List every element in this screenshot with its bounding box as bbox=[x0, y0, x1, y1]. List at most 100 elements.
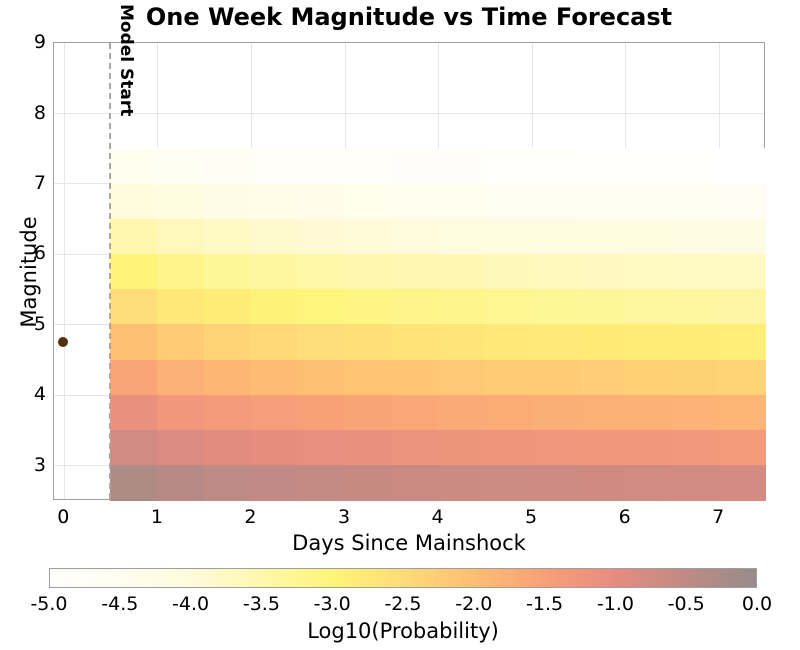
heatmap-cell bbox=[390, 359, 439, 395]
y-tick-label: 9 bbox=[33, 31, 46, 53]
heatmap-cell bbox=[577, 253, 626, 290]
colorbar-tick-label: -5.0 bbox=[30, 593, 68, 615]
heatmap-cell bbox=[297, 253, 345, 290]
colorbar-label: Log10(Probability) bbox=[307, 619, 499, 643]
heatmap-cell bbox=[250, 253, 298, 290]
heatmap-cell bbox=[577, 464, 626, 501]
heatmap-cell bbox=[718, 147, 766, 184]
heatmap-cell bbox=[671, 182, 719, 219]
colorbar-tick-label: -1.5 bbox=[526, 593, 564, 615]
colorbar-tick-label: -1.0 bbox=[596, 593, 634, 615]
heatmap-cell bbox=[110, 182, 158, 219]
heatmap-cell bbox=[531, 464, 579, 501]
heatmap-cell bbox=[437, 147, 485, 184]
heatmap-cell bbox=[250, 218, 298, 255]
heatmap-cell bbox=[718, 359, 766, 395]
heatmap-cell bbox=[344, 394, 392, 431]
model-start-line bbox=[109, 43, 112, 499]
heatmap-cell bbox=[390, 218, 439, 255]
heatmap-cell bbox=[718, 429, 766, 466]
heatmap-cell bbox=[437, 429, 485, 466]
heatmap-cell bbox=[531, 253, 579, 290]
y-axis-label: Magnitude bbox=[17, 216, 41, 328]
heatmap-cell bbox=[156, 288, 205, 325]
heatmap-cell bbox=[250, 147, 298, 184]
heatmap-cell bbox=[110, 253, 158, 290]
x-gridline bbox=[63, 43, 65, 499]
heatmap-cell bbox=[297, 359, 345, 395]
heatmap-cell bbox=[624, 464, 673, 501]
heatmap-cell bbox=[156, 323, 205, 360]
heatmap-cell bbox=[531, 359, 579, 395]
heatmap-cell bbox=[484, 218, 532, 255]
heatmap-cell bbox=[577, 182, 626, 219]
heatmap-cell bbox=[110, 359, 158, 395]
x-tick-label: 3 bbox=[337, 506, 351, 528]
heatmap-cell bbox=[156, 464, 205, 501]
y-tick-label: 4 bbox=[33, 383, 46, 406]
heatmap-cell bbox=[344, 288, 392, 325]
heatmap-cell bbox=[110, 429, 158, 466]
heatmap-cell bbox=[203, 253, 252, 290]
heatmap-cell bbox=[437, 182, 485, 219]
heatmap-cell bbox=[531, 429, 579, 466]
heatmap-cell bbox=[250, 182, 298, 219]
heatmap-cell bbox=[718, 288, 766, 325]
heatmap-cell bbox=[671, 394, 719, 431]
y-tick-label: 8 bbox=[33, 101, 46, 124]
heatmap-cell bbox=[624, 253, 673, 290]
x-tick-label: 5 bbox=[525, 506, 538, 528]
heatmap-cell bbox=[437, 464, 485, 501]
x-axis-label: Days Since Mainshock bbox=[292, 531, 526, 555]
heatmap-cell bbox=[203, 464, 252, 501]
heatmap-cell bbox=[344, 253, 392, 290]
heatmap-cell bbox=[437, 323, 485, 360]
heatmap-cell bbox=[484, 323, 532, 360]
heatmap-cell bbox=[344, 182, 392, 219]
heatmap-cell bbox=[110, 218, 158, 255]
heatmap-cell bbox=[484, 288, 532, 325]
heatmap-cell bbox=[531, 288, 579, 325]
heatmap-cell bbox=[344, 323, 392, 360]
plot-area bbox=[53, 42, 766, 501]
heatmap-cell bbox=[671, 147, 719, 184]
heatmap-cell bbox=[437, 253, 485, 290]
heatmap-cell bbox=[297, 464, 345, 501]
colorbar-tick-label: -4.5 bbox=[101, 593, 139, 615]
y-tick-label: 5 bbox=[33, 312, 46, 335]
colorbar-tick-label: -4.0 bbox=[172, 593, 210, 615]
heatmap-cell bbox=[203, 288, 252, 325]
heatmap-cell bbox=[250, 288, 298, 325]
heatmap-cell bbox=[156, 429, 205, 466]
heatmap-cell bbox=[718, 464, 766, 501]
heatmap-cell bbox=[344, 218, 392, 255]
heatmap-cell bbox=[156, 359, 205, 395]
heatmap-cell bbox=[110, 464, 158, 501]
chart-title: One Week Magnitude vs Time Forecast bbox=[145, 3, 673, 31]
heatmap-cell bbox=[344, 359, 392, 395]
heatmap-cell bbox=[718, 323, 766, 360]
x-tick-label: 0 bbox=[57, 506, 70, 528]
heatmap-cell bbox=[203, 218, 252, 255]
heatmap-cell bbox=[671, 218, 719, 255]
x-tick-label: 7 bbox=[712, 506, 725, 528]
heatmap-cell bbox=[577, 323, 626, 360]
heatmap-cell bbox=[156, 218, 205, 255]
heatmap-cell bbox=[531, 182, 579, 219]
y-tick-label: 6 bbox=[33, 242, 46, 265]
heatmap-cell bbox=[344, 147, 392, 184]
heatmap-cell bbox=[110, 147, 158, 184]
heatmap-cell bbox=[577, 359, 626, 395]
heatmap-cell bbox=[624, 288, 673, 325]
heatmap-cell bbox=[390, 464, 439, 501]
heatmap-cell bbox=[718, 253, 766, 290]
x-tick-label: 2 bbox=[244, 506, 257, 528]
heatmap-cell bbox=[671, 288, 719, 325]
heatmap-cell bbox=[624, 218, 673, 255]
heatmap-cell bbox=[297, 288, 345, 325]
heatmap-cell bbox=[437, 218, 485, 255]
heatmap-cell bbox=[250, 464, 298, 501]
colorbar-tick-label: 0.0 bbox=[741, 593, 773, 615]
heatmap-cell bbox=[156, 182, 205, 219]
